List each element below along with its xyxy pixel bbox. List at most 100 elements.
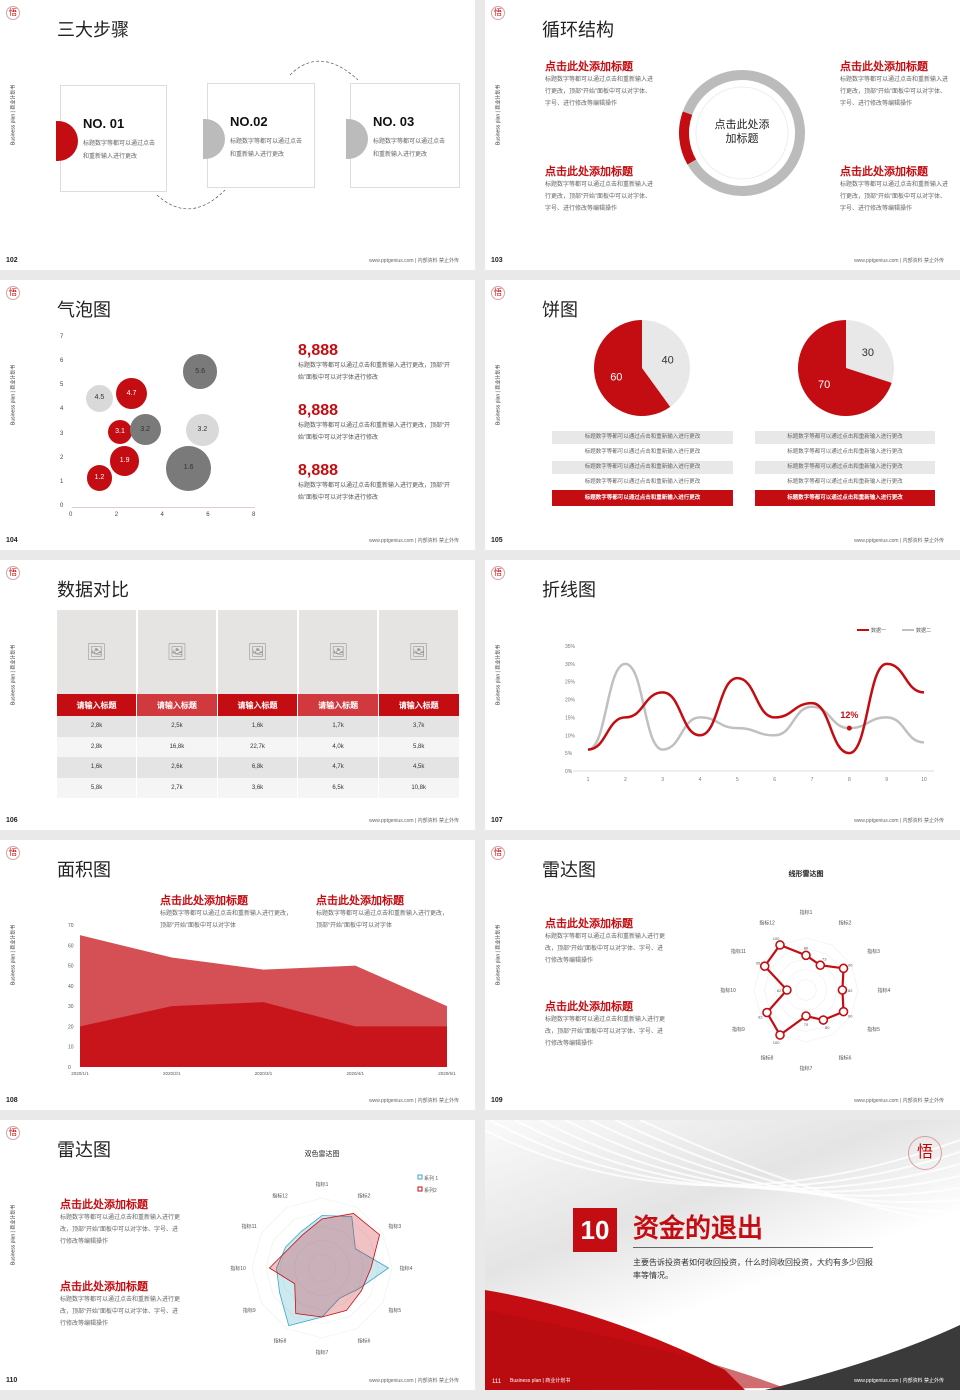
slide-108[interactable]: 悟面积图 Business plan | 商业计划书 108 www.pptgeniu… [0,840,475,1110]
y-tick-label: 35% [565,644,576,650]
image-placeholder-icon[interactable]: 🖼 [136,610,219,694]
step-card[interactable]: NO.02 标题数字等都可以通过点击和重新输入进行更改 [203,83,315,188]
gray-arrow-arc [687,150,802,196]
bubble [129,414,161,446]
page-number: 105 [491,537,503,544]
slide-103[interactable]: 悟循环结构 Business plan | 商业计划书 103 www.pptgeni… [485,0,960,270]
y-tick-label: 20 [68,1024,74,1030]
step-card[interactable]: NO. 01 标题数字等都可以通过点击和重新输入进行更改 [56,85,167,192]
legend-label: 系列2 [424,1187,437,1194]
bubble [85,384,114,413]
slide-title: 雷达图 [57,1140,111,1160]
pie-slice [798,320,892,416]
stat-text: 标题数字等都可以通过点击和重新输入进行更改，顶部“开始”面板中可以对字体进行修改 [298,483,450,501]
center-title: 点击此处添加标题 [714,119,770,145]
value-label: 92 [758,1014,763,1019]
radar-point [838,963,849,974]
y-tick-label: 70 [68,923,74,929]
table-row: 1,6k 2,6k 6,8k 4,7k 4,5k [57,757,460,778]
pie-chart: 30 70 [798,320,894,416]
x-tick-label: 4 [699,777,702,783]
image-placeholder-icon[interactable]: 🖼 [217,610,299,694]
x-tick-label: 2020/3/1 [255,1071,273,1076]
column-header: 请输入标题 [217,694,299,716]
block-heading: 点击此处添加标题 [840,166,928,178]
annotation-point [846,725,852,731]
axis-label: 指标9 [732,1026,745,1033]
radar-point [801,950,811,961]
axis-label: 指标10 [230,1265,246,1272]
bubble-label: 3.2 [140,425,151,433]
dark-wave [765,1325,960,1390]
y-tick-label: 50 [68,964,74,970]
page-number: 103 [491,257,503,264]
series-line-1 [587,662,925,755]
logo-icon: 悟 [6,566,20,580]
wave-line [489,1120,960,1188]
background-waves [485,1120,960,1390]
slide-109[interactable]: 悟雷达图 Business plan | 商业计划书 109 www.pptgeniu… [485,840,960,1110]
radar-grid [774,958,838,1022]
radar-point [762,1007,772,1018]
x-tick-label: 2020/2/1 [163,1071,181,1076]
table-cell: 2,8k [57,716,138,737]
radar-point [815,960,826,971]
text-row: 标题数字等都可以通过点击和重新输入进行更改 [552,446,733,459]
bubble [186,413,219,446]
step-text: 标题数字等都可以通过点击和重新输入进行更改 [373,139,446,158]
axis-label: 指标4 [400,1265,413,1272]
table-cell: 3,7k [378,716,460,737]
step-card[interactable]: NO. 03 标题数字等都可以通过点击和重新输入进行更改 [346,83,460,188]
x-tick-label: 4 [160,512,164,518]
cycle-diagram [679,70,805,196]
logo-icon: 悟 [6,1126,20,1140]
radar-grid [293,1239,351,1297]
image-placeholder-icon[interactable]: 🖼 [57,610,138,694]
block-text: 标题数字等都可以通过点击和重新输入进行更改，顶部“开始”面板中可以对字体 [160,911,293,929]
page-number: 110 [6,1377,18,1384]
stat-block: 8,888 标题数字等都可以通过点击和重新输入进行更改，顶部“开始”面板中可以对字… [298,342,458,384]
logo-icon: 悟 [491,286,505,300]
block-heading: 点击此处添加标题 [840,61,928,73]
y-tick-label: 3 [60,430,64,437]
table-cell: 5,8k [57,777,138,798]
text-row: 标题数字等都可以通过点击和重新输入进行更改 [755,446,935,459]
image-placeholder-icon[interactable]: 🖼 [297,610,380,694]
slide-105[interactable]: 悟饼图 Business plan | 商业计划书 105 www.pptgenius… [485,280,960,550]
pie-label: 40 [662,355,674,367]
text-block: 点击此处添加标题 标题数字等都可以通过点击和重新输入进行更改，顶部“开始”面板中可… [840,58,950,110]
column-header: 请输入标题 [136,694,218,716]
slide-102[interactable]: 悟三大步骤 Business plan | 商业计划书 102 www.pptgeni… [0,0,475,270]
legend-swatch [417,1186,423,1192]
slide-title: 气泡图 [57,300,111,320]
slide-104[interactable]: 悟气泡图 Business plan | 商业计划书 104 www.pptgeniu… [0,280,475,550]
x-axis-line [72,507,255,508]
value-label: 100 [773,936,780,941]
footer-text: www.pptgenius.com | 内部资料 禁止外传 [369,818,459,824]
x-tick-label: 8 [848,777,851,783]
table-row: 2,8k 2,5k 1,6k 1,7k 3,7k [57,716,460,737]
slide-110[interactable]: 悟雷达图 Business plan | 商业计划书 110 www.pptgeniu… [0,1120,475,1390]
y-tick-label: 30 [68,1004,74,1010]
stat-block: 8,888 标题数字等都可以通过点击和重新输入进行更改，顶部“开始”面板中可以对字… [298,402,458,444]
slide-title: 面积图 [57,860,111,880]
x-tick-label: 6 [206,512,210,518]
y-tick-label: 5 [60,382,64,389]
y-tick-label: 0 [68,1065,71,1071]
text-block: 点击此处添加标题 标题数字等都可以通过点击和重新输入进行更改，顶部“开始”面板中可… [545,163,655,215]
table-row: 2,8k 16,8k 22,7k 4,0k 5,8k [57,736,460,757]
axis-label: 指标11 [242,1223,257,1230]
slide-title: 数据对比 [57,580,129,600]
slide-106[interactable]: 悟数据对比 Business plan | 商业计划书 106 www.pptgeni… [0,560,475,830]
axis-label: 指标8 [274,1338,287,1345]
half-circle-marker [203,119,225,159]
table-cell: 4,5k [378,757,460,778]
image-placeholder-icon[interactable]: 🖼 [378,610,460,694]
bubble-label: 3.2 [197,425,208,433]
area-chart: 0 10 20 30 40 50 60 70 2020/1/1 2020/2/1 2020/3/1 2… [68,923,456,1076]
bubble-label: 4.7 [126,389,137,397]
slide-107[interactable]: 悟折线图 Business plan | 商业计划书 107 www.pptgeniu… [485,560,960,830]
slide-111[interactable]: 悟 10 资金的退出 主要告诉投资者如何收回投资，什么时间收回投资，大约有多少回报率等… [485,1120,960,1390]
pie-label: 30 [862,347,874,359]
text-block: 点击此处添加标题 标题数字等都可以通过点击和重新输入进行更改，顶部“开始”面板中可… [840,163,950,215]
